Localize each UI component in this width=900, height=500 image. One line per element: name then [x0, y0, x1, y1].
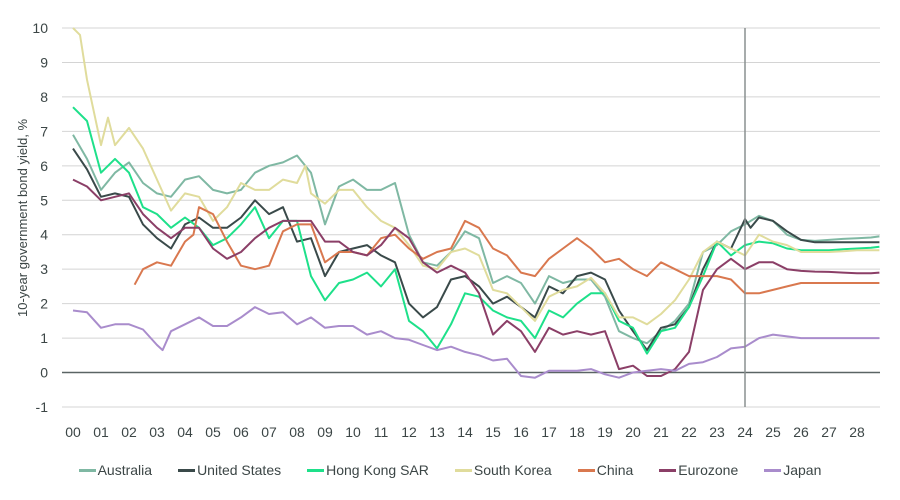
- x-tick-label: 02: [121, 424, 137, 440]
- x-tick-label: 24: [737, 424, 753, 440]
- legend-label: China: [596, 462, 634, 478]
- x-tick-label: 04: [177, 424, 193, 440]
- legend-item: Japan: [764, 462, 821, 478]
- series-line-china: [133, 206, 880, 295]
- legend-label: Hong Kong SAR: [326, 462, 429, 478]
- x-tick-label: 13: [429, 424, 445, 440]
- x-tick-label: 00: [65, 424, 81, 440]
- x-tick-label: 21: [653, 424, 669, 440]
- series-line-japan: [72, 306, 880, 379]
- x-tick-labels: 00 01 02 03 04 05 06 07 08 09 10 11 12 13 14 15 16 17 18 19…: [65, 424, 865, 440]
- x-tick-label: 18: [569, 424, 585, 440]
- x-tick-label: 22: [681, 424, 697, 440]
- x-tick-label: 08: [289, 424, 305, 440]
- x-tick-label: 17: [541, 424, 557, 440]
- x-tick-label: 16: [513, 424, 529, 440]
- series-line-australia: [72, 134, 880, 345]
- y-tick-label: 0: [40, 365, 48, 381]
- legend-swatch: [178, 468, 196, 472]
- y-tick-label: 7: [40, 123, 48, 139]
- y-tick-label: 3: [40, 261, 48, 277]
- y-tick-label: 6: [40, 158, 48, 174]
- series-line-united-states: [72, 148, 880, 352]
- legend-item: United States: [178, 462, 281, 478]
- y-tick-label: 8: [40, 89, 48, 105]
- y-tick-label: -1: [36, 399, 49, 415]
- y-tick-labels: -1 0 1 2 3 4 5 6 7 8 9 10: [32, 20, 48, 415]
- legend-label: Australia: [97, 462, 153, 478]
- x-tick-label: 28: [849, 424, 865, 440]
- x-tick-label: 25: [765, 424, 781, 440]
- x-tick-label: 15: [485, 424, 501, 440]
- x-tick-label: 20: [625, 424, 641, 440]
- x-tick-label: 03: [149, 424, 165, 440]
- x-tick-label: 05: [205, 424, 221, 440]
- legend-item: South Korea: [454, 462, 552, 478]
- x-tick-label: 14: [457, 424, 473, 440]
- series-line-eurozone: [72, 178, 880, 377]
- legend-swatch: [454, 468, 472, 472]
- legend-item: Eurozone: [659, 462, 738, 478]
- legend-swatch: [764, 468, 782, 472]
- x-tick-label: 09: [317, 424, 333, 440]
- y-tick-label: 5: [40, 192, 48, 208]
- legend: Australia United States Hong Kong SAR South…: [0, 462, 900, 478]
- x-tick-label: 11: [374, 424, 389, 440]
- x-tick-label: 23: [709, 424, 725, 440]
- y-tick-label: 4: [40, 227, 48, 243]
- x-tick-label: 19: [597, 424, 613, 440]
- legend-label: South Korea: [473, 462, 552, 478]
- x-tick-label: 12: [401, 424, 417, 440]
- legend-item: Hong Kong SAR: [307, 462, 429, 478]
- series-lines: [72, 27, 880, 379]
- x-tick-label: 27: [821, 424, 837, 440]
- x-tick-label: 06: [233, 424, 249, 440]
- y-tick-label: 1: [40, 330, 48, 346]
- legend-label: Eurozone: [678, 462, 739, 478]
- legend-item: China: [577, 462, 634, 478]
- legend-label: United States: [197, 462, 282, 478]
- legend-swatch: [659, 468, 677, 472]
- y-tick-label: 9: [40, 54, 48, 70]
- legend-label: Japan: [783, 462, 822, 478]
- legend-swatch: [78, 468, 96, 472]
- legend-item: Australia: [78, 462, 153, 478]
- series-line-south-korea: [72, 27, 880, 326]
- y-tick-label: 10: [32, 20, 48, 36]
- legend-swatch: [307, 468, 325, 472]
- x-tick-label: 10: [345, 424, 361, 440]
- y-axis-label: 10-year government bond yield, %: [15, 119, 30, 317]
- legend-swatch: [577, 468, 595, 472]
- y-tick-label: 2: [40, 296, 48, 312]
- x-tick-label: 26: [793, 424, 809, 440]
- series-line-hong-kong-sar: [72, 106, 880, 355]
- x-tick-label: 07: [261, 424, 277, 440]
- x-tick-label: 01: [93, 424, 109, 440]
